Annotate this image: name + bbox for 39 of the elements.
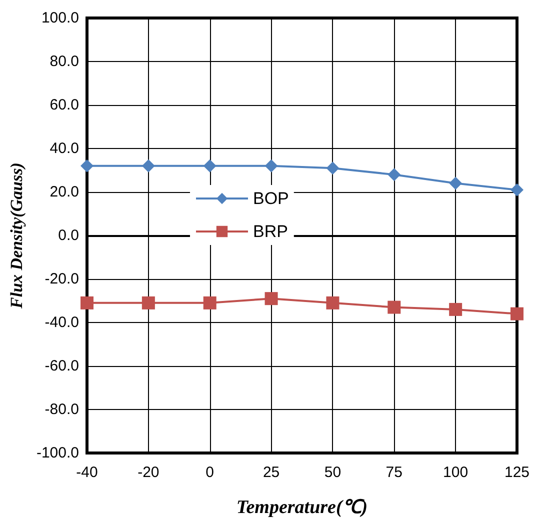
y-tick-label: 0.0 (58, 227, 79, 244)
point (510, 183, 524, 196)
y-tick-label: 40.0 (50, 140, 79, 157)
point (264, 292, 278, 306)
y-axis-title: Flux Density(Gauss) (7, 162, 26, 310)
x-tick-label: 0 (206, 464, 214, 481)
point (142, 159, 155, 172)
x-tick-label: 125 (504, 464, 530, 481)
legend-label: BOP (253, 189, 289, 208)
x-axis-title: Temperature(℃) (236, 497, 368, 518)
x-tick-label: -40 (76, 464, 98, 481)
x-tick-label: -20 (138, 464, 160, 481)
point (388, 168, 401, 182)
point (510, 307, 524, 320)
y-tick-label: 20.0 (50, 184, 79, 200)
point (264, 159, 278, 172)
y-tick-label: 100.0 (41, 10, 79, 26)
y-tick-label: -60.0 (44, 358, 79, 374)
point (203, 296, 216, 310)
point (203, 159, 216, 172)
point (449, 176, 462, 190)
y-tick-label: 80.0 (50, 53, 79, 70)
point (388, 300, 401, 314)
y-tick-label: -80.0 (44, 401, 79, 418)
point (449, 302, 462, 316)
point (326, 162, 340, 175)
y-tick-label: -20.0 (44, 270, 79, 288)
point (80, 159, 94, 172)
y-tick-label: -100.0 (36, 444, 79, 462)
x-tick-label: 75 (386, 464, 402, 481)
x-tick-label: 25 (262, 464, 280, 481)
y-tick-label: 60.0 (50, 96, 79, 114)
point (80, 296, 94, 310)
point (326, 296, 340, 310)
point (142, 296, 155, 310)
legend-label: BRP (253, 222, 288, 241)
x-tick-label: 100 (443, 464, 468, 481)
y-tick-label: -40.0 (44, 314, 79, 331)
x-tick-label: 50 (324, 464, 342, 481)
